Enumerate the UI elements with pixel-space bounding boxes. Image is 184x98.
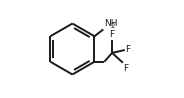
Text: F: F: [125, 45, 130, 54]
Text: F: F: [123, 64, 128, 73]
Text: 2: 2: [111, 23, 115, 29]
Text: NH: NH: [104, 19, 117, 28]
Text: F: F: [109, 30, 115, 39]
